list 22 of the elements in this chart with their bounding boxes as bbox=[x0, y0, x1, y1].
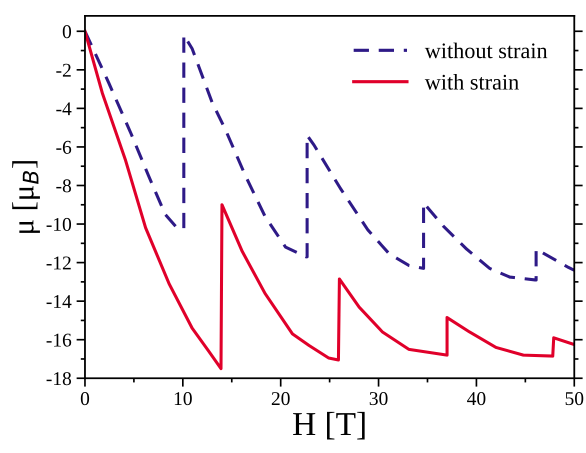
x-axis-title: H [T] bbox=[293, 412, 365, 440]
x-tick-label: 0 bbox=[80, 392, 90, 406]
x-tick-label: 50 bbox=[566, 392, 584, 406]
y-tick-label: -12 bbox=[46, 256, 71, 270]
x-tick-label: 10 bbox=[174, 392, 192, 406]
x-tick-label: 30 bbox=[370, 392, 388, 406]
x-tick-label: 40 bbox=[467, 392, 486, 406]
y-axis-title: μ [μ$_{B}$] bbox=[12, 161, 40, 233]
line-series bbox=[84, 30, 574, 282]
y-tick-label: -14 bbox=[46, 295, 72, 308]
x-tick-label: 20 bbox=[272, 392, 290, 406]
y-tick-label: 0 bbox=[62, 25, 72, 38]
legend-label: without strain bbox=[424, 42, 548, 58]
line-series bbox=[84, 30, 574, 370]
y-tick-label: -18 bbox=[46, 372, 72, 386]
y-tick-label: -16 bbox=[46, 334, 72, 347]
legend-label: with strain bbox=[424, 74, 519, 90]
y-tick-label: -6 bbox=[56, 140, 72, 154]
y-tick-label: -2 bbox=[56, 64, 71, 77]
y-tick-label: -10 bbox=[46, 218, 72, 231]
y-tick-label: -8 bbox=[56, 179, 72, 192]
y-tick-label: -4 bbox=[56, 102, 72, 116]
